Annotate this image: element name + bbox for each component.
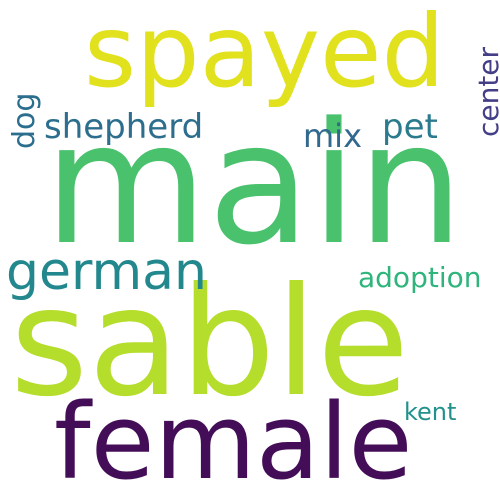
word-adoption: adoption <box>358 261 482 294</box>
word-main: main <box>44 86 464 282</box>
word-sable: sable <box>10 256 410 430</box>
word-mix: mix <box>303 117 362 155</box>
word-female: female <box>54 381 413 500</box>
word-kent: kent <box>404 398 457 426</box>
word-center: center <box>472 46 500 138</box>
word-shepherd: shepherd <box>44 107 204 147</box>
word-pet: pet <box>382 107 438 147</box>
word-spayed: spayed <box>84 0 446 110</box>
word-german: german <box>6 242 207 302</box>
word-dog: dog <box>7 92 42 149</box>
